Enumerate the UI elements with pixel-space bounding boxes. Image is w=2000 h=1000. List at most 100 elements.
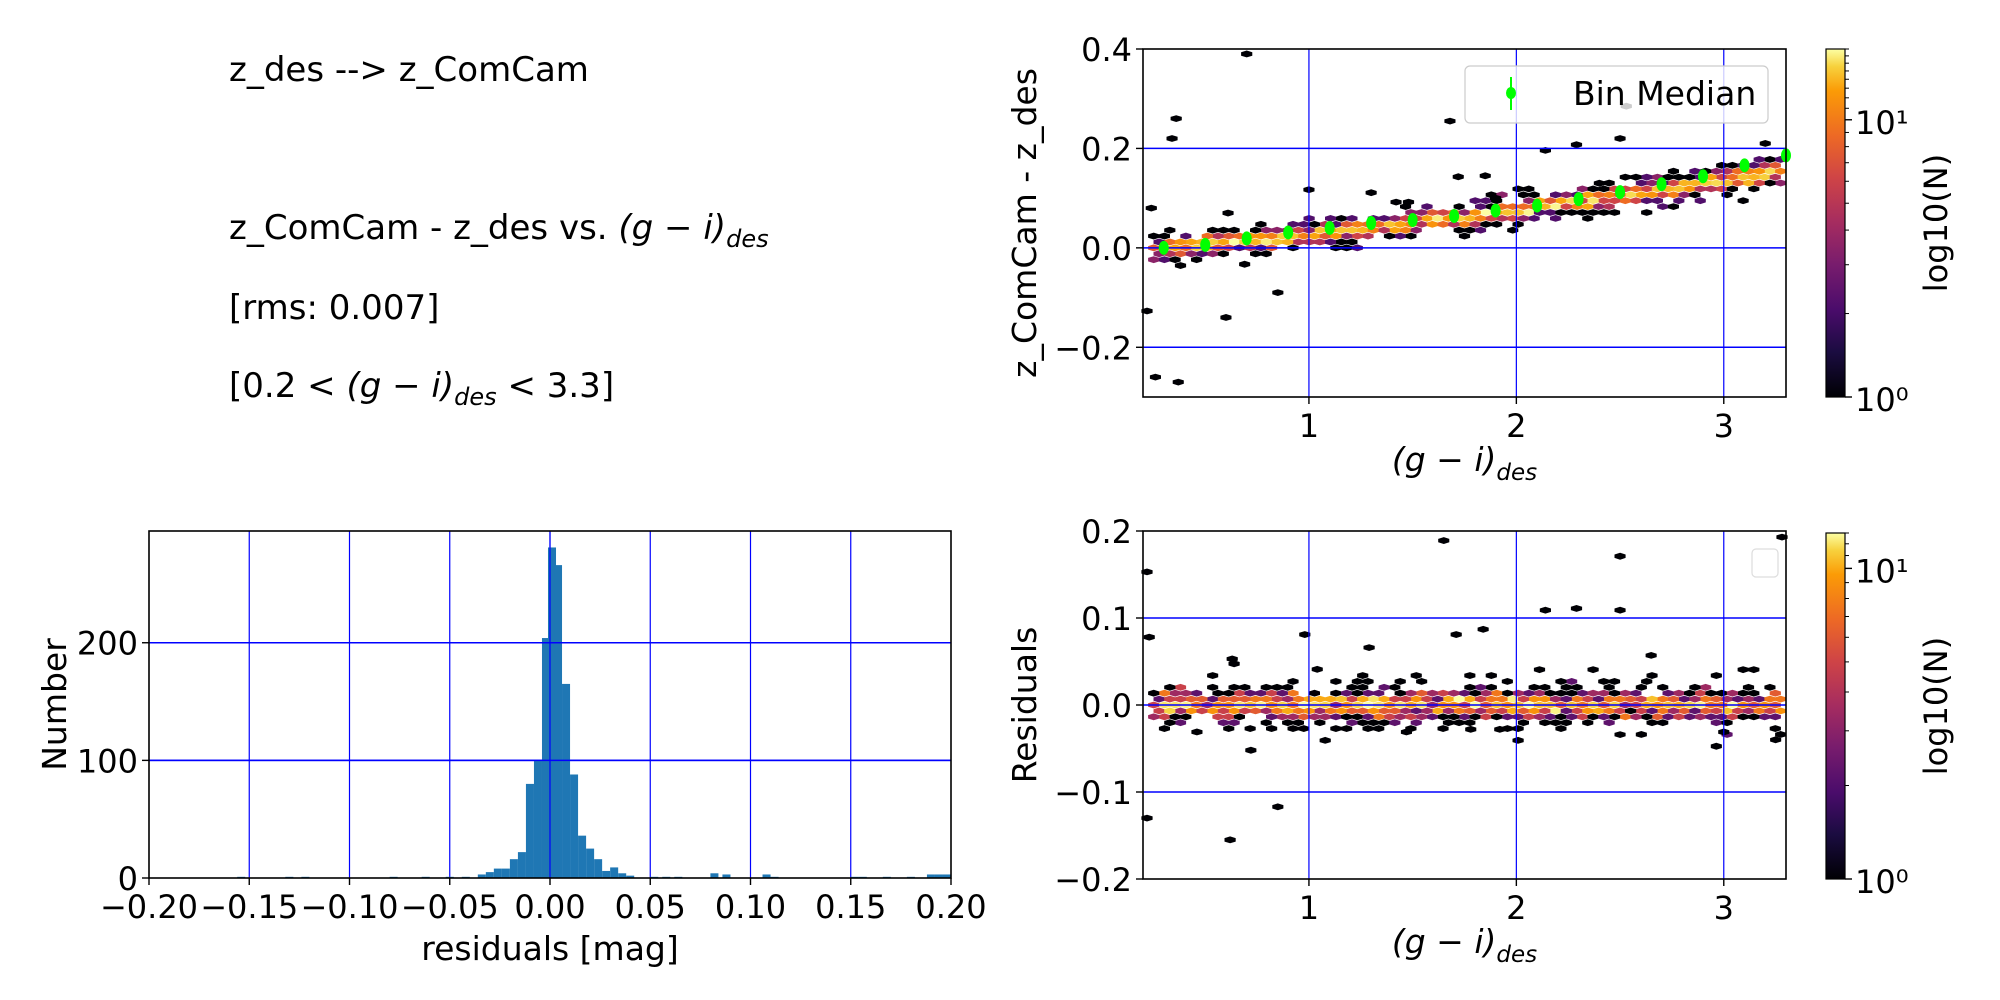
hexbin-cell	[1223, 713, 1235, 721]
y-axis-label: Residuals	[1005, 627, 1044, 784]
hexbin-cell	[1673, 185, 1685, 193]
hexbin-cell	[1432, 707, 1444, 715]
hexbin-cell	[1217, 719, 1229, 727]
hexbin-cell	[1501, 209, 1513, 216]
colorbar-label: log10(N)	[1917, 637, 1955, 775]
hexbin-cell	[1689, 707, 1701, 715]
hexbin-cell	[1710, 707, 1722, 715]
hexbin-cell	[1394, 713, 1406, 721]
hexbin-cell	[1298, 713, 1310, 721]
y-tick-label: 200	[77, 625, 138, 663]
hexbin-outlier-cell	[1365, 189, 1377, 197]
hexbin-cell	[1357, 719, 1369, 727]
hexbin-cell	[1260, 719, 1272, 727]
hexbin-cell	[1437, 220, 1449, 228]
hexbin-cell	[1732, 695, 1744, 703]
hexbin-cell	[1726, 173, 1738, 181]
hexbin-cell	[1539, 683, 1551, 691]
y-axis-label: z_ComCam - z_des	[1005, 68, 1044, 378]
hexbin-cell	[1437, 725, 1449, 732]
hexbin-cell	[1158, 713, 1170, 721]
hexbin-cell	[1373, 689, 1385, 697]
hexbin-cell	[1217, 250, 1229, 258]
hexbin-cell	[1587, 666, 1599, 674]
hexbin-cell	[1480, 209, 1492, 216]
histogram-bar	[610, 867, 619, 878]
hexbin-cell	[1341, 220, 1353, 228]
hexbin-cell	[1673, 713, 1685, 721]
hexbin-cell	[1560, 719, 1572, 727]
hexbin-cell	[1700, 683, 1712, 691]
histogram-chart: −0.20 −0.15 −0.10 −0.05 0.00 0.05 0.10 0.15 0.20…	[35, 530, 987, 968]
hexbin-cell	[1174, 707, 1187, 715]
histogram-bar	[525, 783, 534, 878]
hexbin-cell	[1598, 678, 1610, 685]
x-tick-label: 2	[1506, 889, 1526, 927]
hexbin-cell	[1657, 719, 1669, 727]
range-suffix: < 3.3]	[496, 366, 615, 406]
hexbin-cell	[1491, 220, 1503, 228]
hexbin-cell	[1458, 713, 1471, 721]
hexbin-cell	[1394, 232, 1406, 240]
hexbin-cell	[1769, 161, 1781, 169]
hexbin-cell	[1775, 695, 1787, 703]
bin-median-point	[1241, 231, 1252, 246]
hexbin-cell	[1378, 683, 1390, 691]
colorbar-tick-label: 10¹	[1855, 104, 1909, 142]
hexbin-cell	[1684, 173, 1696, 181]
hexbin-cell	[1341, 232, 1353, 240]
hexbin-cell	[1325, 215, 1337, 222]
hexbin-cell	[1207, 226, 1219, 234]
hexbin-cell	[1325, 707, 1337, 715]
hexbin-cell	[1180, 232, 1192, 240]
hexbin-cell	[1512, 209, 1524, 216]
hexbin-cell	[1148, 256, 1160, 264]
hexbin-cell	[1158, 689, 1170, 697]
hexbin-cell	[1217, 238, 1229, 246]
hexbin-cell	[1185, 250, 1197, 258]
hexbin-cell	[1448, 713, 1460, 721]
hexbin-cell	[1485, 695, 1497, 703]
x-tick-label: 1	[1299, 407, 1319, 445]
hexbin-cell	[1748, 713, 1760, 721]
hexbin-cell	[1239, 683, 1251, 691]
hexbin-cell	[1603, 191, 1615, 199]
hexbin-cell	[1528, 707, 1540, 715]
hexbin-cell	[1523, 197, 1535, 205]
hexbin-cell	[1148, 232, 1160, 240]
y-tick-label: 0.1	[1081, 600, 1132, 638]
hexbin-cell	[1191, 256, 1203, 264]
hexbin-outlier-cell	[1759, 140, 1771, 147]
hexbin-cell	[1207, 695, 1219, 703]
hexbin-cell	[1689, 191, 1701, 199]
hexbin-cell	[1716, 185, 1728, 193]
hexbin-cell	[1555, 678, 1567, 685]
hexbin-cell	[1528, 683, 1540, 691]
hexbin-cell	[1517, 191, 1529, 199]
hexbin-cell	[1400, 695, 1412, 703]
hexbin-cell	[1721, 179, 1733, 187]
legend-box	[1464, 65, 1769, 124]
hexbin-cell	[1276, 689, 1288, 697]
hexbin-cell	[1566, 689, 1578, 697]
x-tick-label: −0.05	[401, 888, 499, 926]
hexbin-cell	[1641, 185, 1653, 193]
hexbin-cell	[1550, 203, 1562, 210]
hexbin-cell	[1416, 678, 1428, 685]
hexbin-outlier-cell	[1770, 736, 1782, 744]
hexbin-cell	[1287, 689, 1299, 697]
hexbin-cell	[1228, 683, 1240, 691]
hexbin-cell	[1475, 226, 1487, 234]
hexbin-cell	[1442, 719, 1454, 727]
bin-median-point	[1656, 177, 1667, 192]
hexbin-cell	[1539, 695, 1551, 703]
hexbin-cell	[1491, 713, 1503, 721]
hexbin-cell	[1308, 689, 1320, 697]
hexbin-cell	[1389, 226, 1401, 234]
hexbin-cell	[1458, 220, 1471, 228]
hexbin-cell	[1367, 695, 1379, 703]
hexbin-outlier-cell	[1363, 644, 1375, 651]
hexbin-cell	[1710, 167, 1722, 175]
hexbin-cell	[1480, 713, 1492, 721]
hexbin-cell	[1507, 695, 1519, 703]
